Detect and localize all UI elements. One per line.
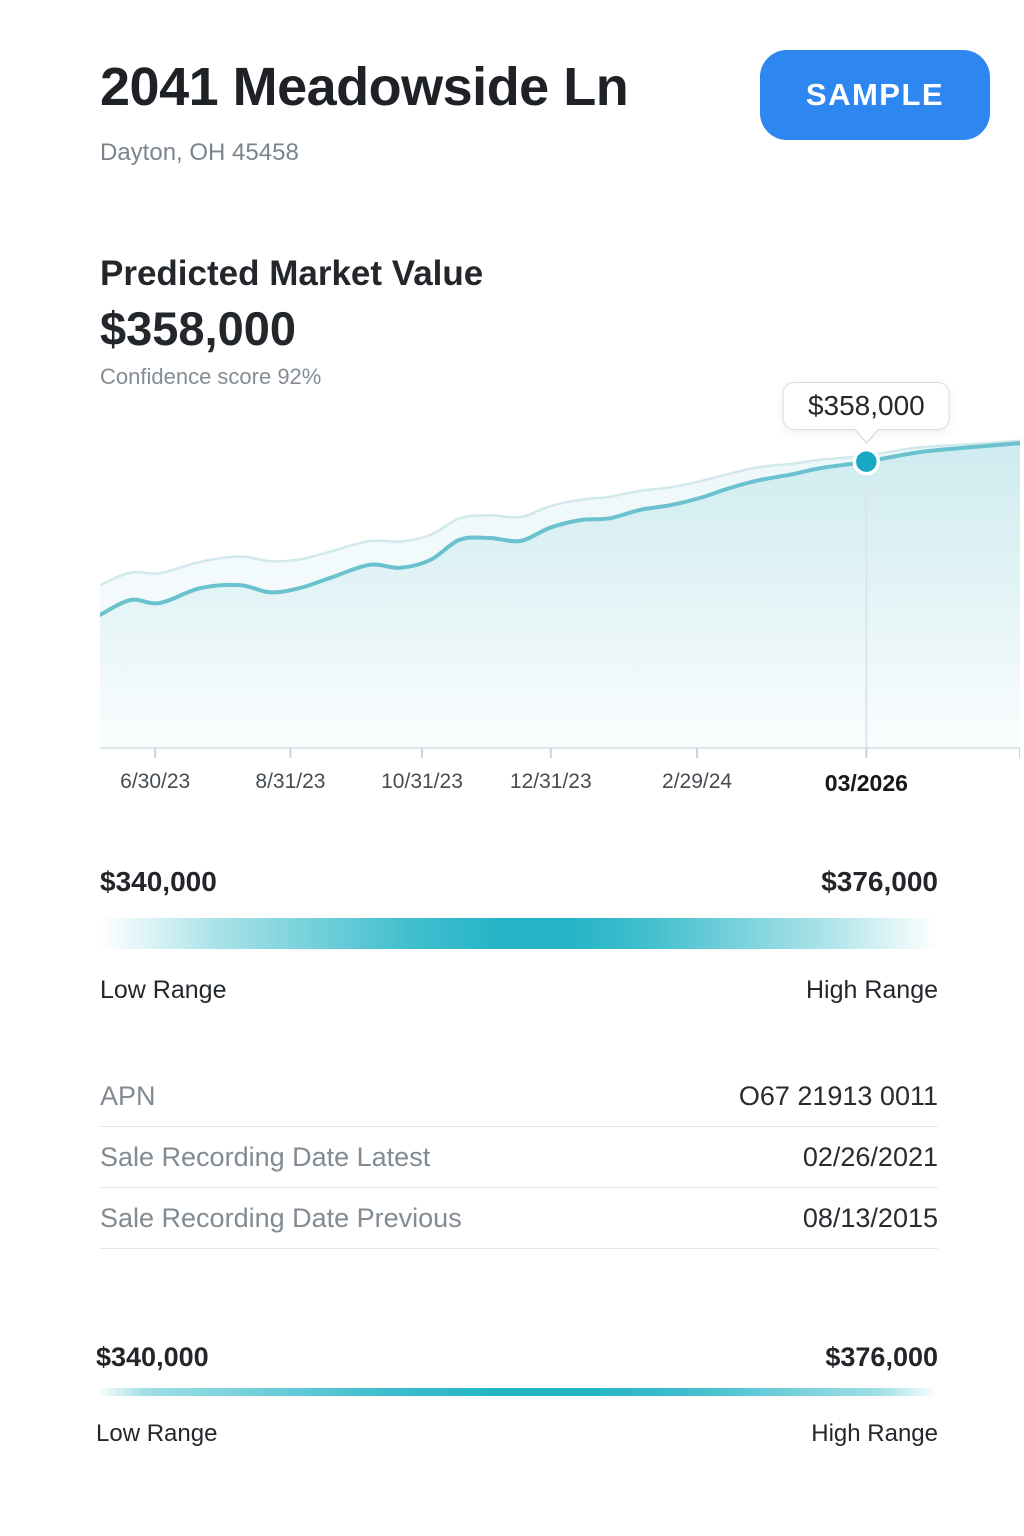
apn-label: APN xyxy=(100,1080,156,1111)
low-range-value: $340,000 xyxy=(100,866,217,897)
apn-value: O67 21913 0011 xyxy=(738,1080,938,1111)
x-axis-label: 8/31/23 xyxy=(255,770,326,793)
table-row-sale-latest: Sale Recording Date Latest 02/26/2021 xyxy=(100,1127,938,1188)
high-range-label-bottom: High Range xyxy=(811,1420,938,1447)
page-title: 2041 Meadowside Ln xyxy=(100,57,629,117)
x-axis-label: 2/29/24 xyxy=(662,770,733,793)
high-range-value: $376,000 xyxy=(821,866,938,897)
x-axis-label: 6/30/23 xyxy=(120,770,191,793)
predicted-market-value-heading: Predicted Market Value xyxy=(100,254,484,293)
low-range-value-bottom: $340,000 xyxy=(96,1342,209,1372)
sale-latest-label: Sale Recording Date Latest xyxy=(100,1141,431,1172)
x-axis-label: 10/31/23 xyxy=(381,770,463,793)
value-area-fill xyxy=(100,443,1020,748)
high-range-label: High Range xyxy=(805,976,938,1004)
x-axis-label: 03/2026 xyxy=(824,770,908,796)
value-range-gradient-bar xyxy=(100,918,938,949)
sale-latest-value: 02/26/2021 xyxy=(802,1141,938,1172)
upper-band-line xyxy=(100,439,1020,587)
predicted-value-line xyxy=(100,441,1020,617)
sale-previous-value: 08/13/2015 xyxy=(802,1202,938,1233)
high-range-value-bottom: $376,000 xyxy=(825,1342,938,1372)
sale-previous-label: Sale Recording Date Previous xyxy=(100,1202,462,1233)
chart-plot-area[interactable] xyxy=(100,390,1020,760)
table-row-sale-previous: Sale Recording Date Previous 08/13/2015 xyxy=(100,1188,938,1249)
range-top-labels: Low Range High Range xyxy=(100,976,938,1005)
page-subtitle: Dayton, OH 45458 xyxy=(100,139,299,166)
x-axis-label: 12/31/23 xyxy=(509,770,592,793)
chart-tooltip: $358,000 xyxy=(782,382,950,430)
x-axis-labels: 6/30/23 8/31/23 10/31/23 12/31/23 2/29/24 03/… xyxy=(100,770,1020,802)
range-bottom-labels: Low Range High Range xyxy=(96,1420,938,1448)
low-range-label-bottom: Low Range xyxy=(96,1420,218,1447)
range-top-amounts: $340,000 $376,000 xyxy=(100,866,938,898)
value-history-chart[interactable]: $358,000 6/30/23 8/31/23 10/31/23 12/31/23 2… xyxy=(100,382,1020,812)
confidence-score: Confidence score 92% xyxy=(100,364,322,389)
value-range-gradient-line xyxy=(96,1388,938,1396)
table-row-apn: APN O67 21913 0011 xyxy=(100,1066,938,1127)
range-bottom-amounts: $340,000 $376,000 xyxy=(96,1342,938,1373)
marker-dot[interactable] xyxy=(852,447,881,476)
predicted-market-value-amount: $358,000 xyxy=(100,302,297,355)
property-details-table: APN O67 21913 0011 Sale Recording Date L… xyxy=(100,1066,938,1249)
low-range-label: Low Range xyxy=(100,976,227,1004)
sample-badge: SAMPLE xyxy=(760,50,990,140)
